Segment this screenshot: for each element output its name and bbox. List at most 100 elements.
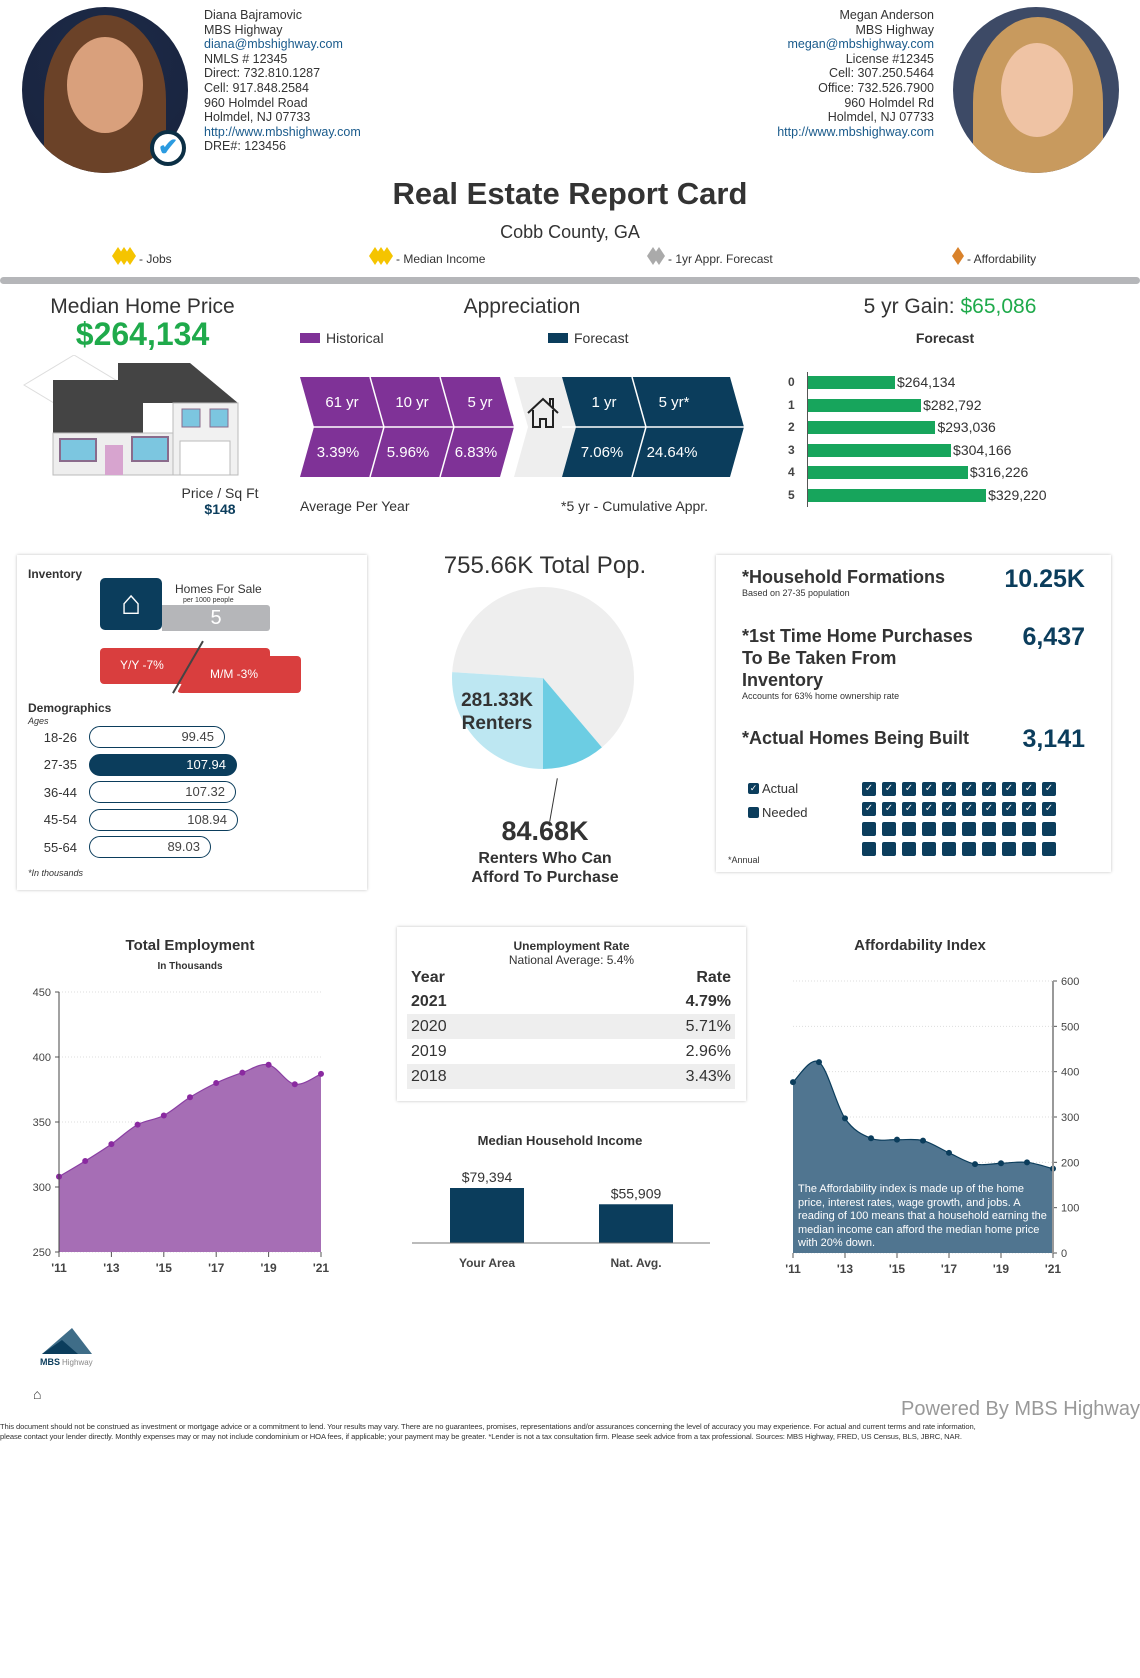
axis-tick-label: 2 [788,420,795,435]
waffle-cell-needed [1042,842,1056,856]
agent-address1: 960 Holmdel Rd [844,95,934,110]
agent-office: Office: 732.526.7900 [818,80,934,95]
x-tick-label: '21 [1045,1262,1062,1276]
employment-subtitle: In Thousands [157,961,223,972]
income-bar [450,1188,524,1243]
waffle-cell-actual: ✓ [882,802,896,816]
first-time-purchases-sub: Accounts for 63% home ownership rate [742,691,900,701]
housing-stats-card: *Household Formations Based on 27-35 pop… [716,555,1111,872]
y-tick-label: 300 [1061,1112,1079,1124]
data-point [998,1160,1004,1167]
waffle-cell-needed [902,842,916,856]
data-point [816,1059,822,1066]
agent-address1: 960 Holmdel Road [204,95,308,110]
agent-website-link[interactable]: http://www.mbshighway.com [777,124,934,139]
age-value-pill: 89.03 [89,836,211,858]
rate-cell: 5.71% [685,1018,731,1035]
age-value-pill: 108.94 [89,808,238,831]
unemployment-title: Unemployment Rate [513,939,630,953]
forecast-bar [808,443,952,457]
year-cell: 2018 [411,1068,447,1085]
waffle-cell-actual: ✓ [882,782,896,796]
x-tick-label: '19 [260,1261,277,1275]
waffle-cell-actual: ✓ [902,782,916,796]
legend-forecast: Forecast [548,330,628,346]
label-line: To Be Taken From [742,648,897,668]
house-icon [527,397,559,428]
age-label: 55-64 [43,839,77,855]
age-row: 55-64 89.03 [17,836,211,858]
y-tick-label: 350 [33,1117,51,1129]
agent-email-link[interactable]: megan@mbshighway.com [787,37,934,52]
diamond-icon [124,247,136,265]
bar-value-label: $304,166 [953,441,1012,458]
diamond-icon [381,247,393,265]
income-title: Median Household Income [477,1133,643,1148]
label-line: *1st Time Home Purchases [742,626,973,646]
renters-value: 281.33K [461,690,533,711]
table-header: Year Rate [407,967,735,989]
rate-value: 5.96% [387,444,430,461]
agent-company: MBS Highway [204,22,283,37]
agent-cell: Cell: 307.250.5464 [829,66,934,81]
agent-email-link[interactable]: diana@mbshighway.com [204,37,343,52]
rating-item: - Median Income [369,247,485,265]
agent-address2: Holmdel, NJ 07733 [204,110,311,125]
agent-website-link[interactable]: http://www.mbshighway.com [204,124,361,139]
forecast-bar [808,398,922,412]
report-subtitle: Cobb County, GA [500,222,640,242]
agent-company: MBS Highway [855,22,935,37]
rate-value: 24.64% [647,444,698,461]
age-label: 36-44 [43,784,77,800]
agent-name: Diana Bajramovic [204,8,302,22]
header-divider [0,277,1140,284]
afford-label-2: Afford To Purchase [471,869,619,886]
pie-slice-others [452,587,634,748]
rate-cell: 4.79% [685,993,731,1010]
afford-label-1: Renters Who Can [478,850,612,867]
data-point [842,1115,848,1122]
affordability-chart: 600 500 400 300 200 100 0 '11 '13 '15 '17 '19 '21 [785,976,1079,1276]
table-row: 2018 3.43% [407,1064,735,1089]
svg-text:Highway: Highway [62,1358,93,1367]
median-price-value: $264,134 [75,316,210,352]
rating-diamond-icon [952,247,964,265]
y-tick-label: 600 [1061,976,1079,988]
gain-value: $65,086 [960,295,1037,318]
bar-value-label: $79,394 [462,1169,513,1185]
data-point [920,1137,926,1144]
forecast-bar [808,376,895,389]
x-tick-label: '15 [889,1262,906,1276]
data-point [790,1079,796,1086]
waffle-cell-needed [902,822,916,836]
age-value-pill: 107.32 [89,781,236,803]
data-point [108,1141,115,1148]
appreciation-note-left: Average Per Year [300,498,410,514]
rating-item: - Affordability [952,247,1036,265]
waffle-cell-needed [942,842,956,856]
waffle-cell-actual: ✓ [922,802,936,816]
rating-item: - 1yr Appr. Forecast [647,247,773,265]
waffle-cell-actual: ✓ [942,782,956,796]
report-title: Real Estate Report Card [392,176,748,211]
y-tick-label: 500 [1061,1021,1079,1033]
data-point [318,1070,324,1077]
homes-built-value: 3,141 [1022,725,1085,753]
axis-tick-label: 1 [788,397,795,412]
legend-swatch [300,333,320,343]
waffle-cell-actual: ✓ [862,802,876,816]
first-time-purchases-value: 6,437 [1022,623,1085,651]
bar-value-label: $282,792 [923,396,982,413]
waffle-cell-actual: ✓ [1022,802,1036,816]
homes-per-label: per 1000 people [183,597,234,604]
square-icon [748,807,759,818]
age-row: 18-26 99.45 [17,726,225,748]
legend-label: Actual [762,781,799,796]
price-per-sqft-value: $148 [204,501,236,517]
y-tick-label: 0 [1061,1248,1067,1260]
bar-value-label: $55,909 [611,1185,662,1201]
waffle-cell-needed [962,822,976,836]
waffle-cell-actual: ✓ [962,802,976,816]
agent-left-photo [22,7,188,173]
waffle-cell-needed [962,842,976,856]
